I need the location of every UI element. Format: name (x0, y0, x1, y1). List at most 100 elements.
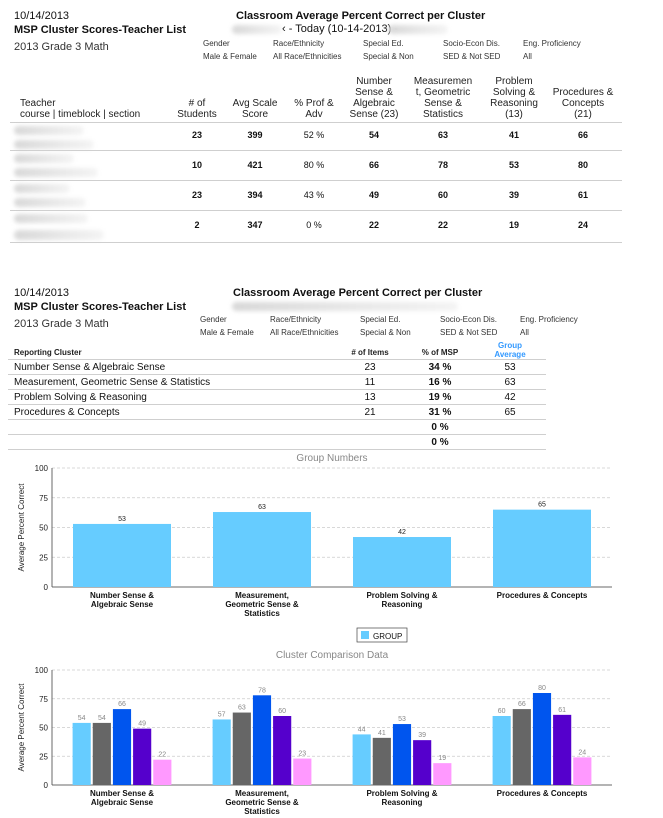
data-label: 66 (518, 701, 526, 708)
data-label: 66 (118, 701, 126, 708)
bar (492, 716, 511, 785)
bar (353, 537, 451, 587)
cell-items: 13 (364, 392, 376, 403)
report-title: Classroom Average Percent Correct per Cl… (233, 287, 483, 299)
filter-label: Race/Ethnicity (273, 39, 325, 48)
redacted-teacher (14, 126, 84, 135)
y-tick-label: 25 (39, 752, 48, 761)
header-avg-scale: Avg Scale Score (232, 98, 278, 120)
filter-value: SED & Not SED (443, 52, 501, 61)
cell-avg: 65 (504, 407, 516, 418)
header-cluster-1: Number Sense & Algebraic Sense (23) (349, 76, 399, 120)
cell-students: 10 (191, 160, 202, 170)
filter-value: Special & Non (360, 328, 411, 337)
header-cluster-4: Procedures & Concepts (21) (552, 87, 614, 120)
bar (232, 712, 251, 785)
data-label: 39 (418, 732, 426, 739)
cell-prof: 80 % (303, 160, 325, 170)
x-tick-label: Reasoning (382, 600, 423, 609)
filter-label: Special Ed. (363, 39, 404, 48)
y-tick-label: 100 (35, 666, 49, 675)
header-cluster-3: Problem Solving & Reasoning (13) (490, 76, 538, 120)
x-tick-label: Statistics (244, 609, 280, 618)
header-group-average[interactable]: Group Average (494, 341, 526, 359)
report-subtitle: MSP Cluster Scores-Teacher List (14, 24, 186, 36)
cell-items: 11 (364, 377, 376, 388)
filter-value: All Race/Ethnicities (273, 52, 342, 61)
x-tick-label: Number Sense & (90, 789, 154, 798)
filter-value: Male & Female (203, 52, 257, 61)
redacted-name (388, 25, 448, 34)
bar (532, 693, 552, 785)
redacted-course (14, 198, 86, 207)
bar (512, 709, 531, 785)
cell-c3: 19 (508, 220, 519, 230)
data-label: 54 (78, 715, 86, 722)
bar (133, 728, 152, 785)
cell-c4: 24 (577, 220, 588, 230)
y-tick-label: 75 (39, 695, 48, 704)
filter-label: Gender (200, 315, 227, 324)
y-tick-label: 25 (39, 553, 48, 562)
report-date: 10/14/2013 (14, 10, 70, 22)
cell-avg: 399 (247, 130, 263, 140)
cell-c4: 61 (577, 190, 588, 200)
cell-msp: 0 % (431, 422, 449, 433)
cell-students: 23 (191, 190, 202, 200)
bar (252, 695, 272, 785)
bar (573, 757, 592, 785)
cell-items: 21 (364, 407, 376, 418)
bar (493, 509, 591, 587)
cell-avg: 42 (504, 392, 516, 403)
cell-prof: 43 % (303, 190, 325, 200)
cell-avg: 63 (504, 377, 516, 388)
data-label: 63 (258, 504, 266, 511)
redacted-teacher (14, 154, 74, 163)
data-label: 63 (238, 705, 246, 712)
header-items: # of Items (351, 348, 389, 357)
cell-cluster: Problem Solving & Reasoning (14, 392, 147, 403)
report-date: 10/14/2013 (14, 287, 70, 299)
redacted-course (14, 140, 94, 149)
cell-msp: 19 % (428, 392, 452, 403)
cell-students: 2 (194, 220, 200, 230)
redacted-teacher (14, 214, 88, 223)
y-tick-label: 100 (35, 464, 49, 473)
filter-label: Socio-Econ Dis. (443, 39, 500, 48)
bar (553, 714, 572, 785)
x-tick-label: Algebraic Sense (91, 600, 154, 609)
data-label: 54 (98, 715, 106, 722)
data-label: 19 (438, 755, 446, 762)
group-numbers-chart: Group Numbers Average Percent Correct 0 25 5… (17, 453, 612, 643)
y-tick-label: 0 (44, 583, 49, 592)
filter-label: Special Ed. (360, 315, 401, 324)
data-label: 53 (118, 516, 126, 523)
data-label: 53 (398, 716, 406, 723)
cell-items: 23 (364, 362, 376, 373)
cell-cluster: Measurement, Geometric Sense & Statistic… (14, 377, 211, 388)
x-tick-label: Number Sense & (90, 591, 154, 600)
legend-swatch (361, 631, 369, 639)
cell-msp: 34 % (428, 362, 452, 373)
cell-msp: 31 % (428, 407, 452, 418)
report-subtitle: MSP Cluster Scores-Teacher List (14, 301, 186, 313)
cell-c4: 66 (577, 130, 588, 140)
x-tick-label: Algebraic Sense (91, 798, 154, 807)
bar (433, 763, 452, 785)
cell-avg: 53 (504, 362, 516, 373)
y-axis-label: Average Percent Correct (17, 483, 26, 572)
cell-cluster: Number Sense & Algebraic Sense (14, 362, 166, 373)
filter-value: SED & Not SED (440, 328, 498, 337)
header-students: # of Students (177, 98, 217, 120)
cluster-comparison-chart: Cluster Comparison Data Average Percent C… (17, 650, 612, 816)
y-axis-label: Average Percent Correct (17, 683, 26, 772)
cell-avg: 394 (247, 190, 263, 200)
data-label: 44 (358, 726, 366, 733)
bar (73, 523, 171, 587)
data-label: 49 (138, 721, 146, 728)
report-grade: 2013 Grade 3 Math (14, 41, 109, 53)
cell-c3: 39 (508, 190, 519, 200)
data-label: 23 (298, 751, 306, 758)
data-label: 60 (498, 708, 506, 715)
x-tick-label: Problem Solving & (366, 789, 437, 798)
